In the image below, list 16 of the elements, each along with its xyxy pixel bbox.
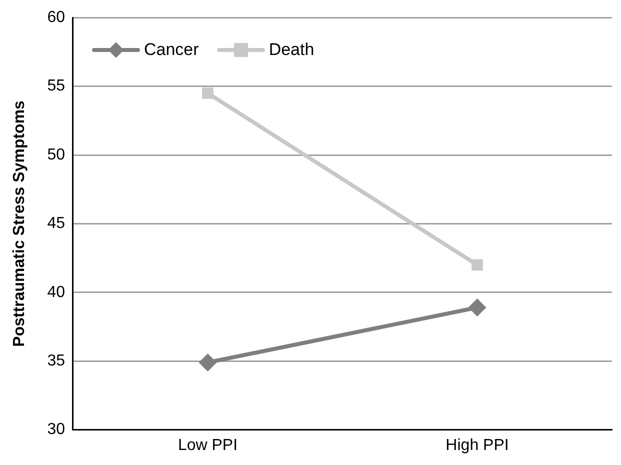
point xyxy=(472,259,483,271)
y-tick-label: 55 xyxy=(47,78,66,95)
y-axis-title: Posttraumatic Stress Symptoms xyxy=(11,100,28,347)
y-tick-label: 30 xyxy=(47,421,66,438)
y-tick-label: 45 xyxy=(47,215,66,232)
y-tick-label: 35 xyxy=(47,352,66,370)
legend-label: Cancer xyxy=(144,40,199,60)
x-tick-label: Low PPI xyxy=(178,436,238,454)
x-tick-label: High PPI xyxy=(446,436,509,454)
y-tick-label: 50 xyxy=(47,146,66,164)
point xyxy=(468,298,486,317)
y-tick-label: 40 xyxy=(47,284,66,301)
point xyxy=(198,353,217,372)
y-tick-label: 60 xyxy=(47,9,66,26)
point xyxy=(202,88,214,99)
legend-label: Death xyxy=(268,40,314,60)
